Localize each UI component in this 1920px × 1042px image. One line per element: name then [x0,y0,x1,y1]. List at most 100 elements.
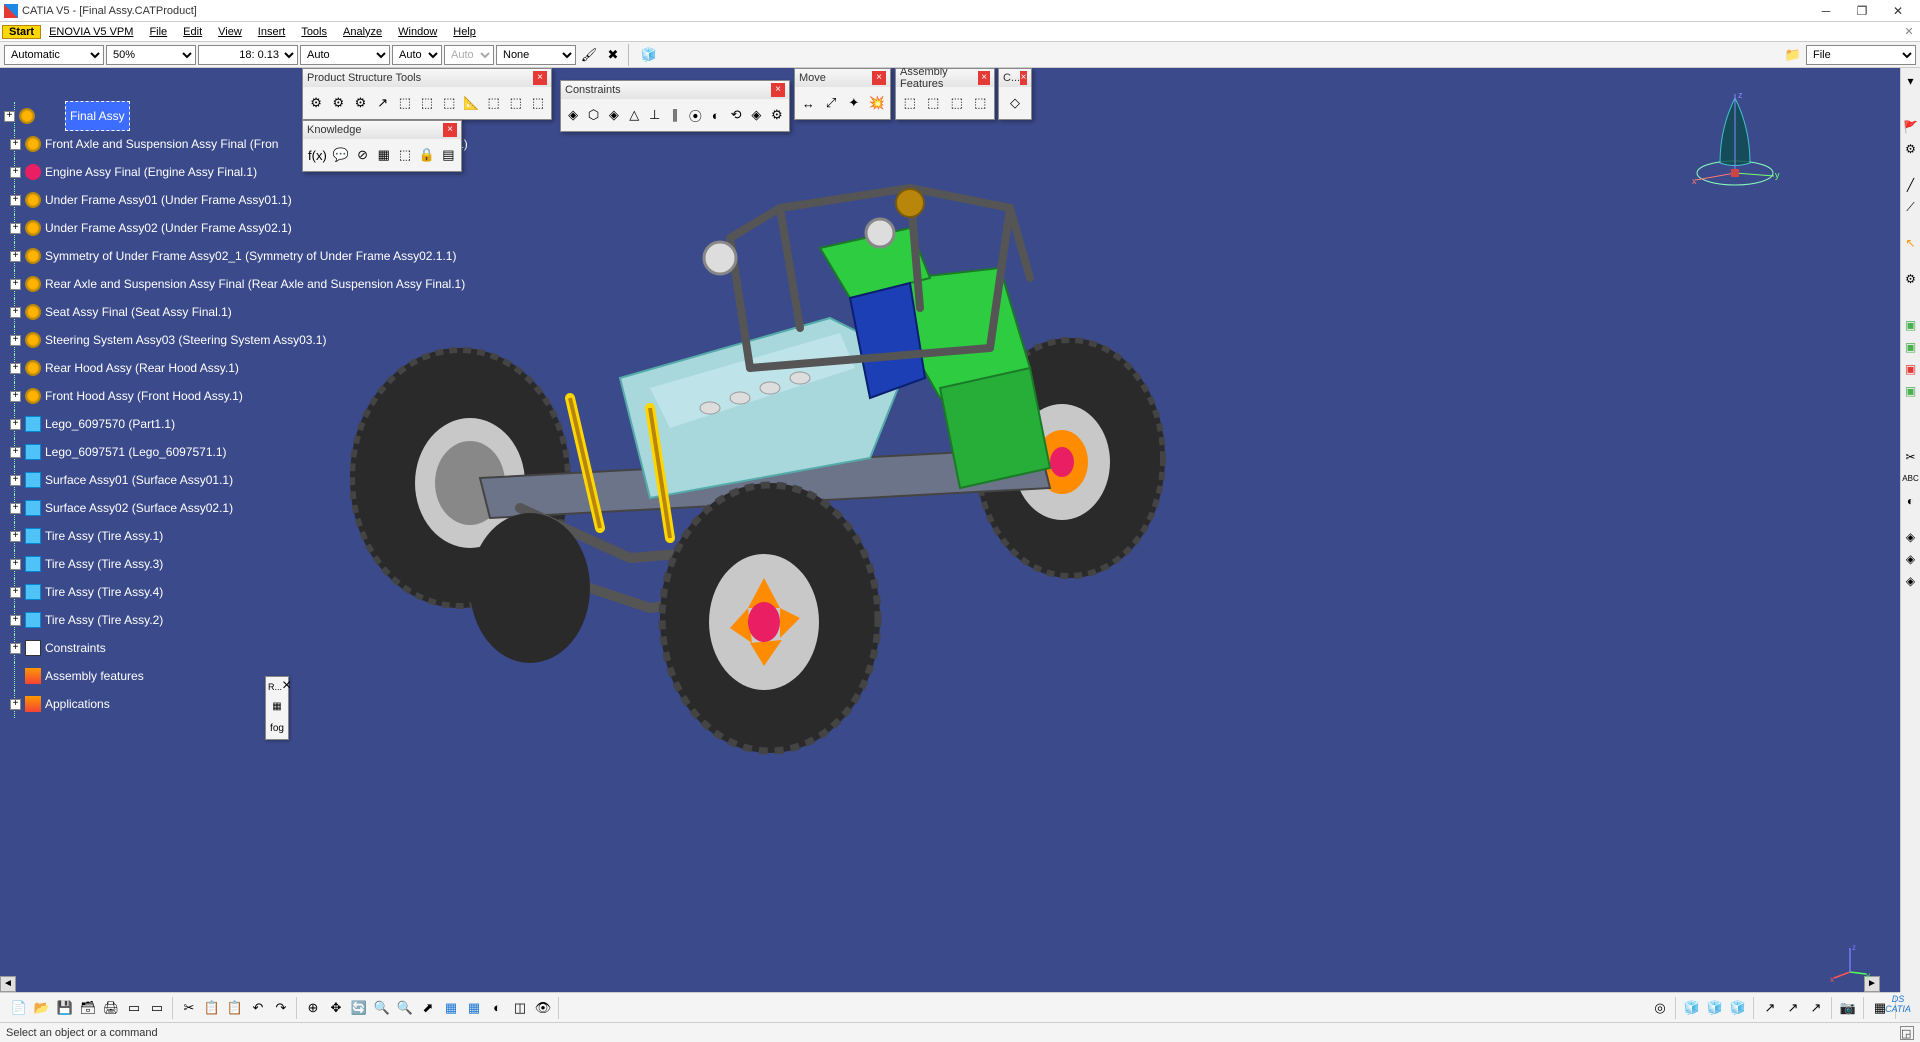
abc-icon[interactable]: ABC [1902,470,1920,488]
tree-expand[interactable]: + [10,699,21,710]
gear-icon[interactable]: ⚙ [1902,140,1920,158]
line-icon[interactable]: ╱ [1902,176,1920,194]
tree-expand[interactable]: + [10,391,21,402]
palette-tool[interactable]: ⬡ [585,103,601,127]
palette-tool[interactable]: ◐ [708,103,724,127]
menu-view[interactable]: View [210,25,250,39]
palette-close[interactable]: × [872,71,886,85]
c1-icon[interactable]: 🧊 [1681,997,1703,1019]
rot-icon[interactable]: 🔄 [348,997,370,1019]
auto2-select[interactable]: Auto [392,45,442,65]
menu-file[interactable]: File [141,25,175,39]
tree-expand[interactable]: + [10,167,21,178]
scroll-left[interactable]: ◄ [0,976,16,992]
maximize-button[interactable]: ❐ [1844,1,1880,21]
tree-expand[interactable]: + [10,335,21,346]
g3-icon[interactable]: ▣ [1902,360,1920,378]
multi-icon[interactable]: ▦ [463,997,485,1019]
edge-icon[interactable]: ⟋ [1902,198,1920,216]
auto1-select[interactable]: Auto [300,45,390,65]
tree-node[interactable]: +Tire Assy (Tire Assy.3) [4,550,468,578]
tree-expand[interactable]: + [10,531,21,542]
norm-icon[interactable]: ⬈ [417,997,439,1019]
compass-widget[interactable]: x y z [1690,88,1780,188]
palette-tool[interactable]: ◇ [1003,91,1027,115]
tree-expand[interactable]: + [10,587,21,598]
palette-tool[interactable]: ⬚ [971,91,991,115]
shade-icon[interactable]: ◐ [486,997,508,1019]
g1-icon[interactable]: ▣ [1902,316,1920,334]
menu-enovia[interactable]: ENOVIA V5 VPM [41,25,141,39]
fit-icon[interactable]: ⊕ [302,997,324,1019]
none-select[interactable]: None [496,45,576,65]
palette-tool[interactable]: ⟲ [728,103,744,127]
tree-root[interactable]: Final Assy [65,101,130,131]
menu-tools[interactable]: Tools [293,25,335,39]
tree-expand[interactable]: + [10,223,21,234]
pointer-icon[interactable]: ↖ [1902,234,1920,252]
palette-tool[interactable]: ⬚ [507,91,525,115]
rt-top[interactable]: ▾ [1902,72,1920,90]
tree-expand[interactable]: + [10,503,21,514]
c2-icon[interactable]: 🧊 [1704,997,1726,1019]
palette-tool[interactable]: ◈ [606,103,622,127]
palette-close[interactable]: × [1020,71,1027,85]
undo-icon[interactable]: ↶ [247,997,269,1019]
h-scrollbar[interactable]: ◄ ► [0,976,1880,992]
palette-tool[interactable]: ⬚ [924,91,944,115]
d2-icon[interactable]: ◈ [1902,550,1920,568]
palette-header[interactable]: Constraints× [561,81,789,99]
tree-node[interactable]: +Surface Assy02 (Surface Assy02.1) [4,494,468,522]
palette-header[interactable]: R...× [266,677,288,695]
palette-tool[interactable]: ↗ [374,91,392,115]
file-select[interactable]: File [1806,45,1916,65]
line-select[interactable]: 18: 0.13 [198,45,298,65]
saveall-icon[interactable]: 🗃 [77,997,99,1019]
minimize-button[interactable]: ─ [1808,1,1844,21]
palette-tool[interactable]: ⬚ [529,91,547,115]
palette-tool[interactable]: ⊘ [354,143,371,167]
tree-expand[interactable]: + [10,279,21,290]
cut2-icon[interactable]: ✂ [178,997,200,1019]
palette-tool[interactable]: ⬚ [485,91,503,115]
palette-tool[interactable]: ⚙ [307,91,325,115]
tree-expand[interactable]: + [10,363,21,374]
palette-close[interactable]: × [443,123,457,137]
tree-expand[interactable]: + [10,643,21,654]
m2-icon[interactable]: ↗ [1782,997,1804,1019]
tree-expand[interactable]: + [4,111,15,122]
palette-close[interactable]: × [978,71,990,85]
tree-expand[interactable]: + [10,419,21,430]
tree-node[interactable]: +Rear Axle and Suspension Assy Final (Re… [4,270,468,298]
iso-icon[interactable]: ▦ [440,997,462,1019]
menu-window[interactable]: Window [390,25,445,39]
zout-icon[interactable]: 🔍 [394,997,416,1019]
comp-icon[interactable]: ⚙ [1902,270,1920,288]
redo-icon[interactable]: ↷ [270,997,292,1019]
palette-tool[interactable]: ⚙ [769,103,785,127]
palette-tool[interactable]: ⬚ [900,91,920,115]
palette-close[interactable]: × [282,677,291,694]
menu-edit[interactable]: Edit [175,25,210,39]
palette-cx[interactable]: C...×◇ [998,68,1032,120]
copy-icon[interactable]: 📋 [201,997,223,1019]
tree-node[interactable]: +Lego_6097571 (Lego_6097571.1) [4,438,468,466]
tree-node[interactable]: +Rear Hood Assy (Rear Hood Assy.1) [4,354,468,382]
pan-icon[interactable]: ✥ [325,997,347,1019]
persp-icon[interactable]: ◫ [509,997,531,1019]
palette-pst[interactable]: Product Structure Tools×⚙⚙⚙↗⬚⬚⬚📐⬚⬚⬚ [302,68,552,120]
tree-node[interactable]: +Under Frame Assy01 (Under Frame Assy01.… [4,186,468,214]
tree-expand[interactable]: + [10,559,21,570]
tree-node[interactable]: +Tire Assy (Tire Assy.1) [4,522,468,550]
cam-icon[interactable]: 📷 [1837,997,1859,1019]
d1-icon[interactable]: ◈ [1902,528,1920,546]
paste-icon[interactable]: 📋 [224,997,246,1019]
new-icon[interactable]: 📄 [8,997,30,1019]
auto3-select[interactable]: Auto [444,45,494,65]
palette-header[interactable]: Assembly Features× [896,69,994,87]
tree-expand[interactable]: + [10,195,21,206]
palette-kn[interactable]: Knowledge×f(x)💬⊘▦⬚🔒▤ [302,120,462,172]
m1-icon[interactable]: ↗ [1759,997,1781,1019]
palette-tool[interactable]: ⬚ [396,91,414,115]
tree-expand[interactable]: + [10,251,21,262]
